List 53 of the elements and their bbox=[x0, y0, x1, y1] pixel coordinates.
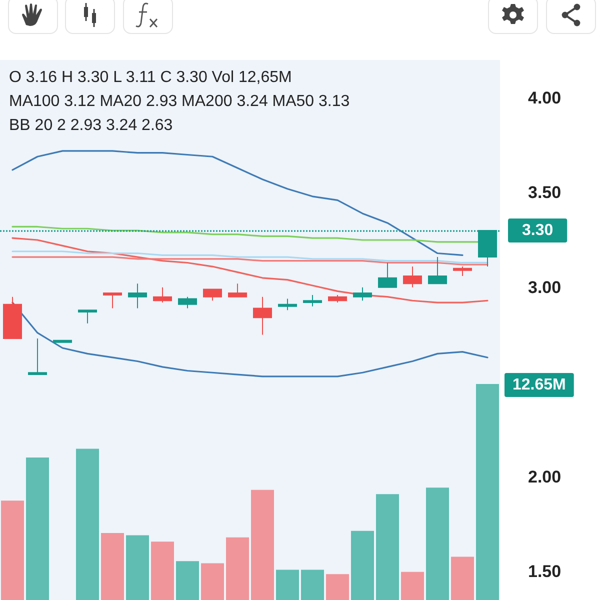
candlestick bbox=[28, 338, 47, 376]
candlestick bbox=[178, 296, 197, 309]
line-series bbox=[12, 150, 464, 256]
candlestick bbox=[403, 266, 422, 288]
bar bbox=[351, 530, 374, 600]
candlestick bbox=[253, 296, 272, 336]
bar bbox=[376, 494, 399, 600]
candlestick bbox=[328, 294, 347, 304]
bar bbox=[176, 561, 199, 600]
bar bbox=[151, 542, 174, 600]
candlestick bbox=[128, 283, 147, 309]
candlestick bbox=[303, 294, 322, 307]
candlestick bbox=[278, 298, 297, 311]
candlestick bbox=[228, 283, 247, 298]
candlestick bbox=[203, 288, 222, 302]
annotation: MA100 3.12 MA20 2.93 MA200 3.24 MA50 3.13 bbox=[9, 92, 350, 112]
candlestick bbox=[153, 286, 172, 304]
bar bbox=[226, 537, 249, 600]
bar bbox=[26, 457, 49, 600]
bar bbox=[301, 570, 324, 600]
bar bbox=[276, 570, 299, 600]
bar bbox=[251, 490, 274, 600]
y-tick-label: 2.00 bbox=[528, 467, 562, 486]
bar bbox=[476, 384, 499, 600]
y-tick-label: 1.50 bbox=[528, 562, 562, 582]
bar bbox=[426, 488, 449, 600]
bar bbox=[326, 574, 349, 600]
line-series bbox=[12, 250, 488, 264]
y-tick-label: 4.00 bbox=[528, 88, 562, 108]
bar bbox=[1, 500, 24, 600]
candlestick bbox=[78, 310, 97, 324]
candlestick bbox=[53, 340, 72, 343]
bar bbox=[201, 563, 224, 600]
annotation: BB 20 2 2.93 3.24 2.63 bbox=[9, 116, 174, 136]
line-series bbox=[12, 302, 488, 378]
line-series bbox=[12, 237, 488, 304]
candlestick bbox=[353, 286, 372, 302]
bar bbox=[101, 533, 124, 600]
candlestick bbox=[3, 296, 22, 340]
y-tick-label: 3.00 bbox=[528, 278, 562, 297]
bar bbox=[451, 556, 474, 600]
bar bbox=[76, 448, 99, 600]
candlestick bbox=[378, 262, 397, 288]
candlestick bbox=[428, 256, 447, 284]
bar bbox=[401, 572, 424, 600]
annotation: O 3.16 H 3.30 L 3.11 C 3.30 Vol 12,65M bbox=[9, 68, 293, 88]
ref-line-label: 3.30 bbox=[522, 222, 554, 240]
y-tick-label: 3.50 bbox=[528, 183, 562, 202]
candlestick bbox=[103, 292, 122, 309]
line-series bbox=[12, 256, 488, 266]
bar bbox=[126, 535, 149, 600]
text: 12.65M bbox=[512, 376, 566, 394]
candlestick bbox=[453, 266, 472, 276]
